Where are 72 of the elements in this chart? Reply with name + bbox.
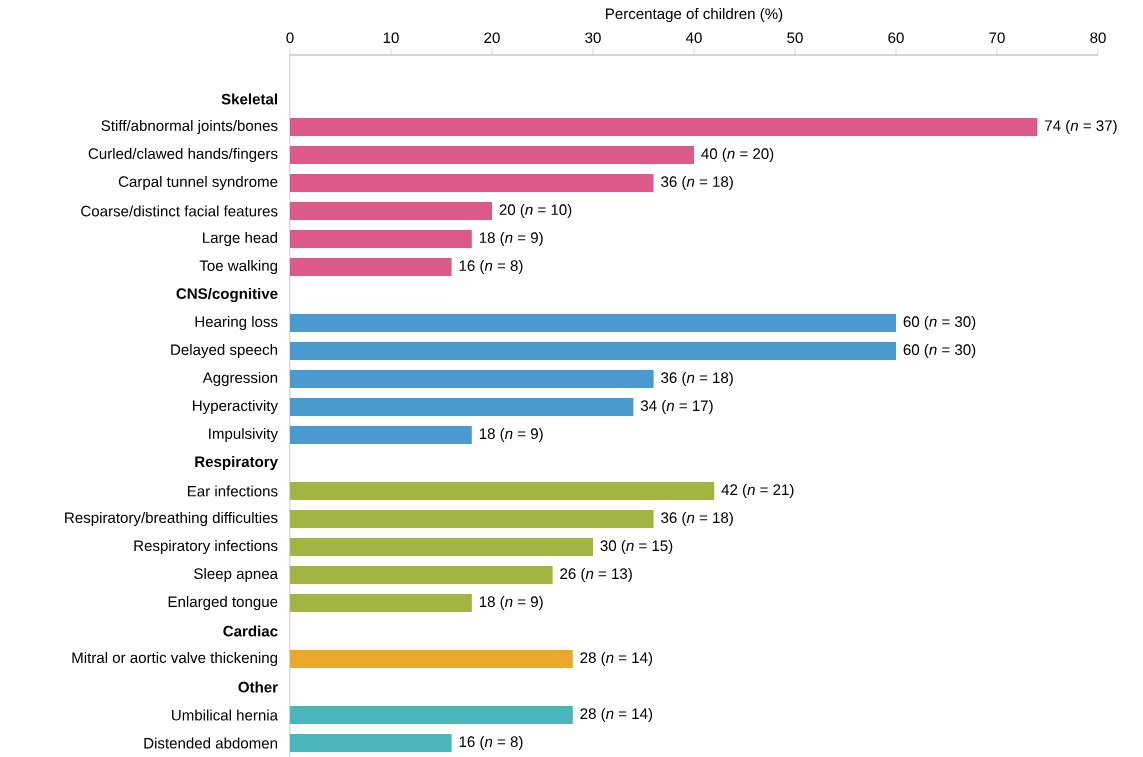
y-tick-label: Stiff/abnormal joints/bones — [101, 119, 278, 134]
data-label: 36 (n = 18) — [661, 511, 733, 526]
data-label: 30 (n = 15) — [600, 539, 673, 554]
bar — [290, 397, 634, 416]
bar — [290, 565, 553, 584]
bar — [290, 257, 452, 276]
x-tick-label: 30 — [585, 32, 601, 44]
bar — [290, 649, 573, 668]
data-label: 28 (n = 14) — [580, 707, 653, 723]
bar — [290, 509, 654, 528]
bar — [290, 705, 573, 724]
bar — [290, 537, 593, 556]
bar — [290, 341, 896, 360]
x-axis-title: Percentage of children (%) — [606, 8, 783, 23]
data-label: 36 (n = 18) — [661, 371, 733, 386]
data-label: 60 (n = 30) — [903, 315, 976, 330]
y-tick-label: Respiratory/breathing difficulties — [65, 511, 278, 526]
x-tick-label: 80 — [1090, 32, 1106, 44]
data-label: 16 (n = 8) — [459, 259, 523, 274]
y-tick-label: Other — [238, 681, 278, 693]
y-tick-label: Coarse/distinct facial features — [81, 205, 278, 217]
y-tick-label: Impulsivity — [209, 427, 279, 442]
y-tick-label: Enlarged tongue — [168, 595, 278, 610]
y-tick-label: Curled/clawed hands/fingers — [88, 147, 278, 162]
bar — [290, 425, 472, 444]
y-tick-label: Mitral or aortic valve thickening — [72, 651, 278, 666]
y-tick-label: Umbilical hernia — [172, 709, 278, 721]
data-label: 18 (n = 9) — [479, 595, 543, 610]
bar — [290, 733, 452, 752]
data-label: 18 (n = 9) — [479, 427, 543, 442]
bar — [290, 229, 472, 248]
data-label: 26 (n = 13) — [560, 567, 632, 582]
x-tick-label: 50 — [787, 32, 803, 44]
x-tick-label: 10 — [383, 32, 399, 44]
y-tick-label: Hearing loss — [195, 315, 278, 330]
data-label: 20 (n = 10) — [499, 203, 572, 218]
y-tick-label: Sleep apnea — [194, 567, 278, 582]
y-tick-label: Ear infections — [188, 485, 278, 497]
y-tick-label: Skeletal — [221, 93, 277, 105]
bar — [290, 173, 654, 192]
bar — [290, 145, 694, 164]
y-tick-label: Respiratory infections — [134, 539, 278, 554]
y-tick-label: Respiratory — [195, 455, 278, 470]
y-tick-label: CNS/cognitive — [176, 287, 278, 303]
y-tick-label: Large head — [203, 231, 278, 246]
data-label: 40 (n = 20) — [701, 147, 774, 162]
y-tick-label: Hyperactivity — [193, 399, 279, 414]
y-tick-label: Carpal tunnel syndrome — [118, 175, 278, 190]
bar — [290, 117, 1038, 136]
bar — [290, 481, 715, 500]
bar — [290, 369, 654, 388]
data-label: 42 (n = 21) — [721, 483, 794, 498]
y-tick-label: Toe walking — [199, 259, 278, 274]
bar — [290, 201, 492, 220]
data-label: 36 (n = 18) — [661, 175, 733, 190]
data-label: 28 (n = 14) — [580, 651, 653, 666]
y-tick-label: Distended abdomen — [144, 737, 278, 749]
y-tick-label: Aggression — [202, 371, 278, 386]
x-tick-label: 20 — [484, 32, 500, 44]
x-tick-label: 70 — [989, 32, 1005, 44]
data-label: 74 (n = 37) — [1045, 119, 1117, 134]
data-label: 60 (n = 30) — [903, 343, 976, 358]
bar — [290, 313, 896, 332]
x-tick-label: 60 — [888, 32, 904, 44]
x-tick-label: 40 — [685, 32, 702, 44]
bar — [290, 593, 472, 612]
y-tick-label: Delayed speech — [171, 343, 278, 358]
y-tick-label: Cardiac — [223, 625, 278, 637]
data-label: 18 (n = 9) — [479, 231, 543, 246]
data-label: 16 (n = 8) — [459, 735, 523, 751]
data-label: 34 (n = 17) — [640, 399, 713, 414]
x-tick-label: 0 — [286, 32, 294, 44]
